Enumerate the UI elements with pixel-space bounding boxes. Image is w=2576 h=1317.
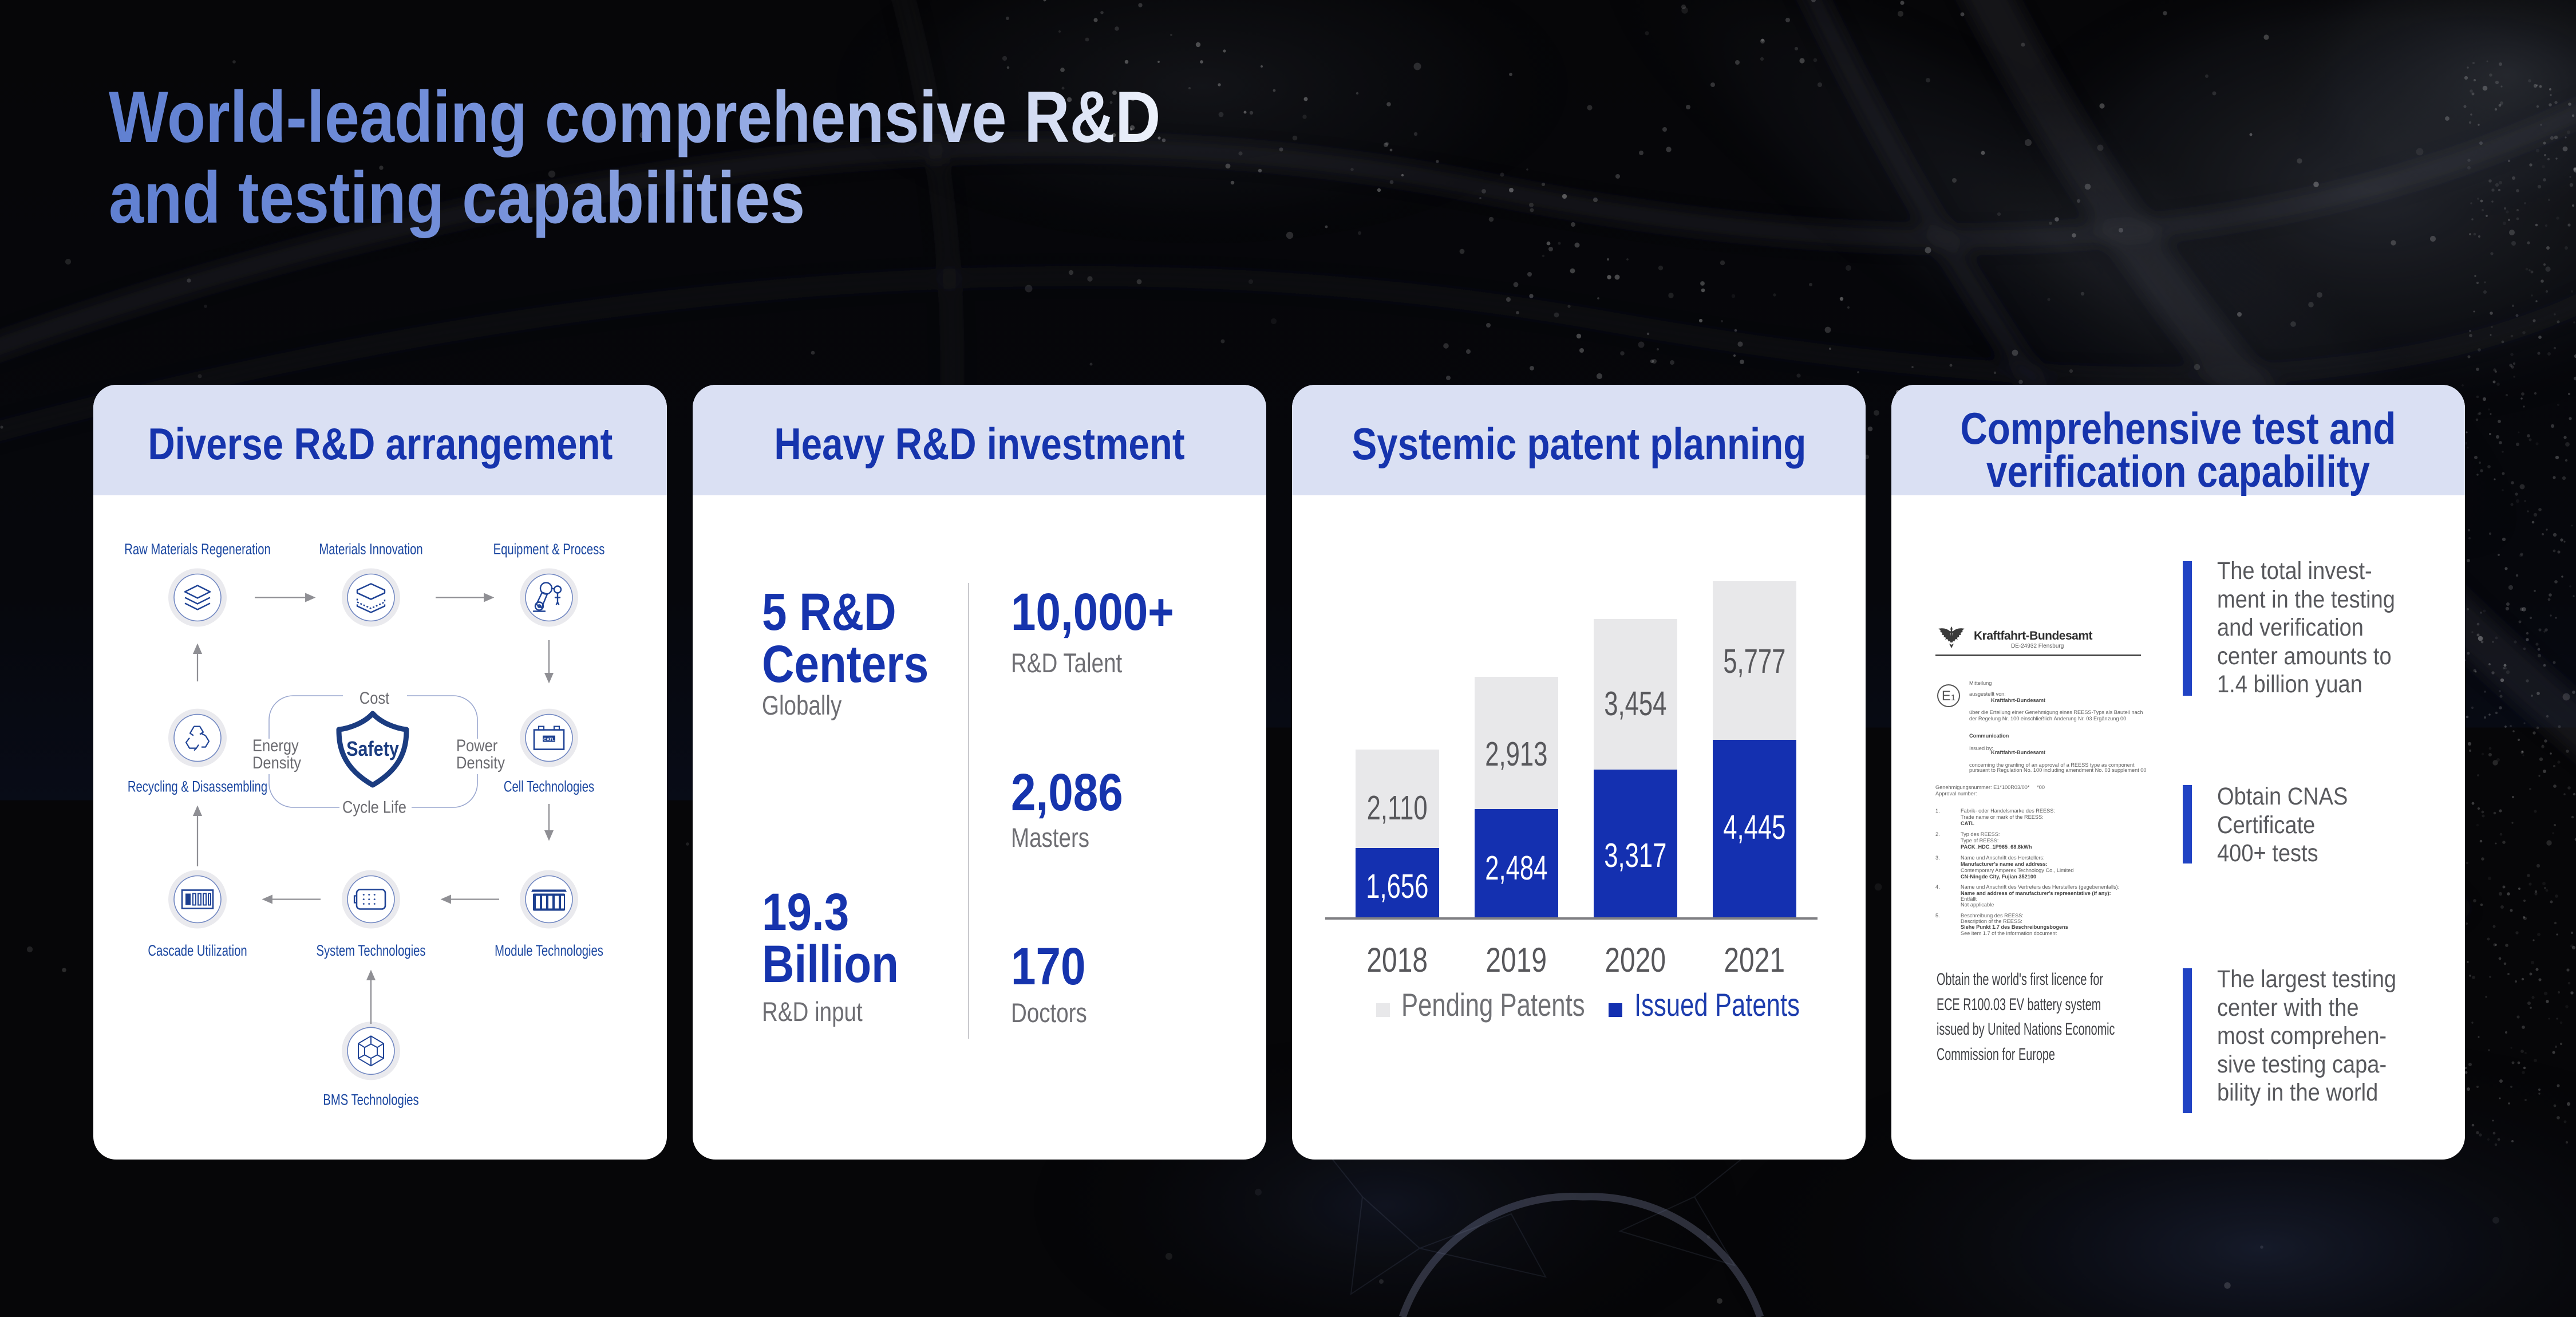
svg-text:Equipment & Process: Equipment & Process — [493, 541, 605, 558]
svg-text:BMS Technologies: BMS Technologies — [323, 1091, 418, 1109]
svg-text:Module Technologies: Module Technologies — [495, 942, 603, 960]
svg-text:System Technologies: System Technologies — [317, 942, 426, 960]
svg-text:Density: Density — [456, 753, 505, 772]
svg-text:CATL: CATL — [543, 737, 555, 742]
svg-text:Cost: Cost — [359, 688, 390, 707]
svg-text:Cycle Life: Cycle Life — [342, 797, 406, 816]
svg-text:Energy: Energy — [252, 736, 299, 755]
svg-text:Cell Technologies: Cell Technologies — [504, 778, 594, 796]
svg-text:Recycling & Disassembling: Recycling & Disassembling — [128, 778, 267, 796]
svg-text:Cascade Utilization: Cascade Utilization — [148, 942, 247, 960]
svg-text:Materials Innovation: Materials Innovation — [319, 541, 422, 558]
svg-text:Raw Materials Regeneration: Raw Materials Regeneration — [124, 541, 270, 558]
svg-text:Density: Density — [252, 753, 301, 772]
svg-text:Safety: Safety — [346, 738, 399, 761]
svg-text:Power: Power — [456, 736, 497, 755]
